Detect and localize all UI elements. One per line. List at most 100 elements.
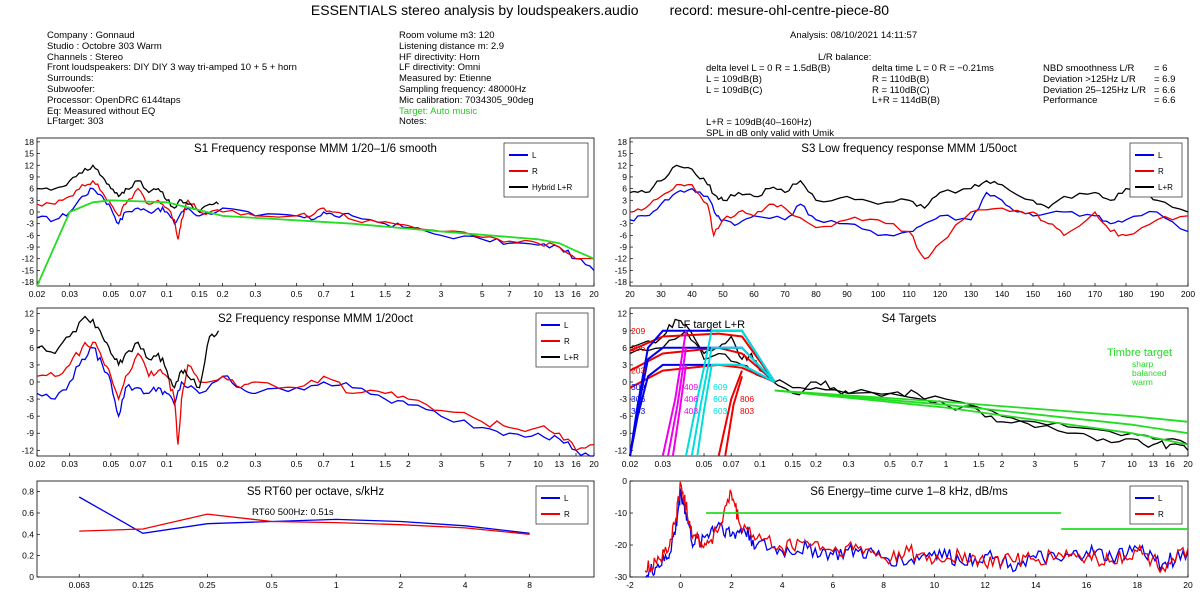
- y-tick-label: 15: [25, 149, 35, 159]
- legend-label: Hybrid L+R: [532, 183, 572, 192]
- y-tick-label: -6: [619, 411, 627, 421]
- x-tick-label: 5: [480, 289, 485, 299]
- x-tick-label: 4: [780, 580, 785, 590]
- lf-label-cyan: 606: [713, 394, 727, 404]
- info-eq: Eq: Measured without EQ: [47, 105, 156, 117]
- y-tick-label: -3: [26, 394, 34, 404]
- timbre-target-label: Timbre target: [1107, 347, 1172, 359]
- timbre-sharp-label: sharp: [1132, 359, 1154, 369]
- analysis-left-col: delta level L = 0 R = 1.5dB(B) L = 109dB…: [706, 63, 834, 140]
- level-lr-sum: L+R = 114dB(B): [872, 95, 940, 107]
- series-hybrid-l-r: [36, 164, 219, 214]
- legend-label: R: [532, 167, 538, 176]
- series-r: [36, 341, 595, 452]
- x-tick-label: 90: [842, 289, 852, 299]
- x-tick-label: 0.2: [217, 459, 229, 469]
- plot-frame: [629, 137, 1189, 287]
- x-tick-label: 3: [439, 289, 444, 299]
- x-tick-label: 70: [780, 289, 790, 299]
- x-tick-label: 160: [1057, 289, 1071, 299]
- timbre-balanced-label: balanced: [1132, 368, 1167, 378]
- legend-label: L: [564, 321, 569, 330]
- x-tick-label: 0.2: [217, 289, 229, 299]
- chart-s6: LR: [629, 480, 1189, 578]
- info-room-volume: Room volume m3: 120: [399, 30, 495, 41]
- y-tick-label: 6: [622, 184, 627, 194]
- info-mid: Room volume m3: 120 Listening distance m…: [399, 30, 534, 128]
- metric-performance: Performance: [1043, 95, 1098, 107]
- x-tick-label: 0.07: [723, 459, 740, 469]
- x-tick-label: 0.5: [884, 459, 896, 469]
- x-tick-label: 170: [1088, 289, 1102, 299]
- y-tick-label: 0: [622, 476, 627, 486]
- legend-label: L: [532, 151, 537, 160]
- y-tick-label: 0: [29, 377, 34, 387]
- y-tick-label: 0.6: [22, 508, 34, 518]
- series-l: [78, 496, 530, 534]
- y-tick-label: -12: [615, 445, 628, 455]
- x-tick-label: 0.05: [696, 459, 713, 469]
- y-tick-label: 12: [618, 309, 628, 319]
- x-tick-label: 1: [350, 289, 355, 299]
- x-tick-label: 1.5: [973, 459, 985, 469]
- x-tick-label: 0.3: [249, 289, 261, 299]
- info-distance: Listening distance m: 2.9: [399, 40, 505, 52]
- info-lf-directivity: LF directivity: Omni: [399, 62, 481, 74]
- legend-label: R: [1158, 510, 1164, 519]
- chart-title: S3 Low frequency response MMM 1/50oct: [801, 143, 1017, 155]
- y-tick-label: 6: [622, 343, 627, 353]
- x-tick-label: 140: [995, 289, 1009, 299]
- x-tick-label: 20: [1183, 459, 1193, 469]
- x-tick-label: 12: [980, 580, 990, 590]
- x-tick-label: 110: [902, 289, 916, 299]
- y-tick-label: 3: [29, 195, 34, 205]
- lf-label-red: 806: [740, 394, 754, 404]
- info-notes: Notes:: [399, 116, 427, 128]
- y-tick-label: -18: [615, 277, 628, 287]
- lf-label-red: 203: [631, 366, 645, 376]
- series-l: [629, 187, 1189, 237]
- y-tick-label: -9: [619, 242, 627, 252]
- metric-performance-value: = 6.6: [1154, 95, 1176, 107]
- x-tick-label: 16: [571, 459, 581, 469]
- series-lf-609: [685, 329, 776, 457]
- x-tick-label: 0.5: [266, 580, 278, 590]
- x-tick-label: 1: [944, 459, 949, 469]
- analysis-metric-values: = 6 = 6.9 = 6.6 = 6.6: [1154, 63, 1176, 107]
- x-tick-label: 60: [749, 289, 759, 299]
- lf-label-cyan: 603: [713, 406, 727, 416]
- page-title: ESSENTIALS stereo analysis by loudspeake…: [310, 2, 890, 18]
- legend-label: L+R: [1158, 183, 1173, 192]
- y-tick-label: 0.2: [22, 551, 34, 561]
- y-tick-label: 0: [29, 207, 34, 217]
- series-lf-806: [717, 370, 743, 457]
- y-tick-label: -12: [22, 254, 35, 264]
- delta-time: delta time L = 0 R = −0.21ms: [872, 63, 994, 74]
- y-tick-label: 6: [29, 184, 34, 194]
- metric-dev25: Deviation 25–125Hz L/R: [1043, 84, 1146, 96]
- x-tick-label: 1.5: [379, 289, 391, 299]
- lf-label-blue: 309: [631, 382, 645, 392]
- x-tick-label: 0.07: [130, 289, 147, 299]
- x-tick-label: 0.03: [654, 459, 671, 469]
- x-tick-label: 0.7: [318, 459, 330, 469]
- x-tick-label: 180: [1119, 289, 1133, 299]
- x-tick-label: 0: [678, 580, 683, 590]
- x-tick-label: 10: [1127, 459, 1137, 469]
- x-tick-label: 0.3: [843, 459, 855, 469]
- metric-nbd: NBD smoothness L/R: [1043, 63, 1135, 74]
- legend-label: R: [1158, 167, 1164, 176]
- rt60-annotation: RT60 500Hz: 0.51s: [252, 507, 334, 518]
- lf-label-magenta: 406: [684, 394, 698, 404]
- x-tick-label: 1: [334, 580, 339, 590]
- y-tick-label: 15: [618, 149, 628, 159]
- y-tick-label: -20: [615, 540, 628, 550]
- y-tick-label: -6: [619, 230, 627, 240]
- series-t-balanced: [774, 389, 1189, 435]
- info-company: Company : Gonnaud: [47, 30, 135, 41]
- info-sampling: Sampling frequency: 48000Hz: [399, 83, 527, 95]
- chart-s4: [629, 307, 1189, 457]
- x-tick-label: 2: [398, 580, 403, 590]
- info-processor: Processor: OpenDRC 6144taps: [47, 94, 181, 106]
- series-t-warm: [774, 389, 1189, 446]
